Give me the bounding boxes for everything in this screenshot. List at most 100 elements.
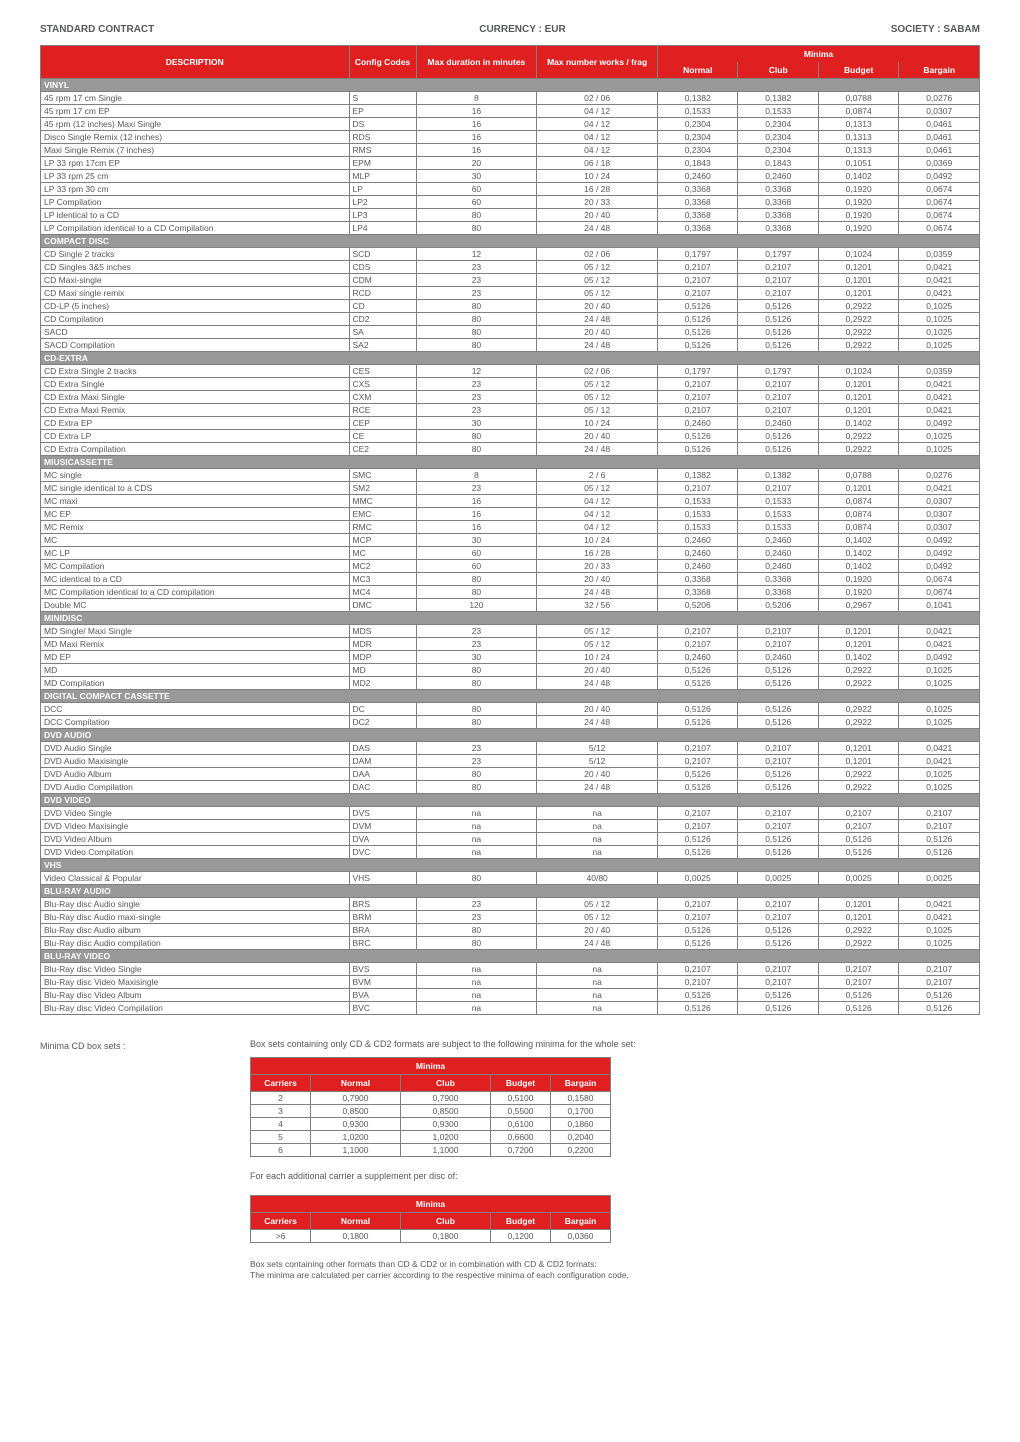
table-row: CD-LP (5 inches)CD8020 / 400,51260,51260…: [41, 300, 980, 313]
cell: Blu-Ray disc Video Album: [41, 989, 350, 1002]
table-row: CD Extra EPCEP3010 / 240,24600,24600,140…: [41, 417, 980, 430]
cell: 23: [416, 625, 537, 638]
box-col-normal: Normal: [311, 1075, 401, 1092]
cell: 0,0421: [899, 378, 980, 391]
cell: 05 / 12: [537, 911, 658, 924]
cell: 4: [251, 1118, 311, 1131]
section-title: MIUSICASSETTE: [41, 456, 980, 469]
table-row: MCMCP3010 / 240,24600,24600,14020,0492: [41, 534, 980, 547]
cell: MC4: [349, 586, 416, 599]
cell: 60: [416, 196, 537, 209]
cell: Blu-Ray disc Video Compilation: [41, 1002, 350, 1015]
table-row: Blu-Ray disc Video AlbumBVAnana0,51260,5…: [41, 989, 980, 1002]
cell: 0,5126: [658, 924, 738, 937]
cell: 8: [416, 92, 537, 105]
cell: 0,2107: [658, 742, 738, 755]
table-row: DVD Video MaxisingleDVMnana0,21070,21070…: [41, 820, 980, 833]
cell: 0,5126: [658, 313, 738, 326]
cell: 0,1201: [818, 755, 898, 768]
section-row: COMPACT DISC: [41, 235, 980, 248]
cell: 0,7900: [401, 1092, 491, 1105]
cell: 80: [416, 664, 537, 677]
cell: na: [537, 963, 658, 976]
cell: 0,1201: [818, 287, 898, 300]
cell: 0,2107: [818, 976, 898, 989]
cell: 0,5126: [658, 833, 738, 846]
cell: 0,5126: [658, 326, 738, 339]
cell: 45 rpm 17 cm Single: [41, 92, 350, 105]
cell: MC Compilation identical to a CD compila…: [41, 586, 350, 599]
cell: na: [416, 1002, 537, 1015]
table-row: DVD Video CompilationDVCnana0,51260,5126…: [41, 846, 980, 859]
cell: DAS: [349, 742, 416, 755]
cell: 60: [416, 547, 537, 560]
cell: CD Extra Compilation: [41, 443, 350, 456]
cell: 0,0276: [899, 92, 980, 105]
cell: 30: [416, 651, 537, 664]
cell: DMC: [349, 599, 416, 612]
table-row: MC singleSMC82 / 60,13820,13820,07880,02…: [41, 469, 980, 482]
cell: MD2: [349, 677, 416, 690]
cell: 23: [416, 911, 537, 924]
cell: 0,1025: [899, 703, 980, 716]
section-title: DVD AUDIO: [41, 729, 980, 742]
section-title: VINYL: [41, 79, 980, 92]
cell: 80: [416, 781, 537, 794]
cell: na: [537, 989, 658, 1002]
cell: 0,5126: [658, 781, 738, 794]
box-sets-table: Minima Carriers Normal Club Budget Barga…: [250, 1057, 611, 1157]
cell: 0,1402: [818, 560, 898, 573]
cell: 0,1025: [899, 677, 980, 690]
cell: 0,0421: [899, 391, 980, 404]
cell: 80: [416, 872, 537, 885]
cell: DVC: [349, 846, 416, 859]
cell: 0,2107: [899, 963, 980, 976]
cell: 0,0674: [899, 209, 980, 222]
cell: 0,1041: [899, 599, 980, 612]
cell: MC LP: [41, 547, 350, 560]
cell: 0,5126: [818, 846, 898, 859]
cell: 0,2107: [738, 391, 818, 404]
cell: 0,2460: [738, 534, 818, 547]
cell: 0,2107: [738, 898, 818, 911]
cell: 0,2304: [738, 131, 818, 144]
cell: 0,5126: [658, 716, 738, 729]
cell: 0,0461: [899, 144, 980, 157]
cell: 16 / 28: [537, 183, 658, 196]
cell: 0,1920: [818, 209, 898, 222]
cell: LP2: [349, 196, 416, 209]
cell: 80: [416, 924, 537, 937]
cell: 0,2922: [818, 339, 898, 352]
table-row: CD CompilationCD28024 / 480,51260,51260,…: [41, 313, 980, 326]
cell: CE2: [349, 443, 416, 456]
cell: 0,2967: [818, 599, 898, 612]
section-title: MINIDISC: [41, 612, 980, 625]
cell: 0,2922: [818, 716, 898, 729]
cell: 0,9300: [311, 1118, 401, 1131]
cell: 0,5500: [491, 1105, 551, 1118]
cell: 30: [416, 170, 537, 183]
cell: 20 / 40: [537, 430, 658, 443]
cell: na: [416, 820, 537, 833]
cell: SACD: [41, 326, 350, 339]
cell: 0,1201: [818, 625, 898, 638]
cell: CD Single 2 tracks: [41, 248, 350, 261]
table-row: MD Maxi RemixMDR2305 / 120,21070,21070,1…: [41, 638, 980, 651]
cell: 0,1025: [899, 339, 980, 352]
cell: 0,5126: [738, 703, 818, 716]
col-description: DESCRIPTION: [41, 46, 350, 79]
cell: 0,5126: [738, 924, 818, 937]
cell: 05 / 12: [537, 261, 658, 274]
cell: 0,1313: [818, 144, 898, 157]
cell: 16: [416, 508, 537, 521]
cell: 0,2107: [658, 807, 738, 820]
cell: 0,0874: [818, 105, 898, 118]
cell: DAM: [349, 755, 416, 768]
cell: 0,2107: [738, 755, 818, 768]
cell: 40/80: [537, 872, 658, 885]
cell: 0,0874: [818, 495, 898, 508]
table-row: Blu-Ray disc Video SingleBVSnana0,21070,…: [41, 963, 980, 976]
section-row: CD-EXTRA: [41, 352, 980, 365]
cell: 0,0461: [899, 131, 980, 144]
cell: 0,2107: [818, 963, 898, 976]
